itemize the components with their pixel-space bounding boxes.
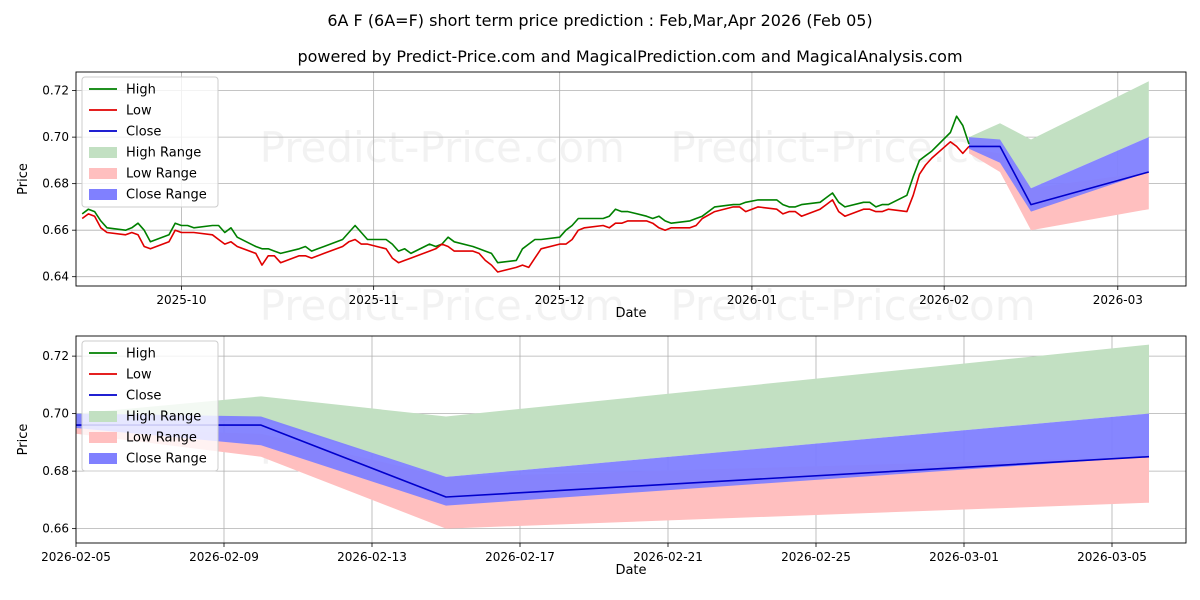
x-tick-label: 2026-03 — [1093, 293, 1143, 307]
close-range-legend-swatch — [89, 189, 117, 200]
watermark-text: Predict-Price.com — [260, 281, 625, 330]
legend-label: Close — [126, 125, 161, 140]
plot-area — [76, 344, 1150, 529]
legend: High Low Close High Range Low Range Close Ran… — [81, 340, 219, 472]
x-tick-label: 2025-12 — [535, 293, 585, 307]
high-range-legend-swatch — [89, 147, 117, 158]
legend-label: High — [126, 347, 156, 362]
axes-frame — [75, 71, 1187, 287]
x-tick-label: 2025-11 — [349, 293, 399, 307]
x-tick-label: 2025-10 — [156, 293, 206, 307]
bottom-chart-panel: Predict-Price.comPredict-Price.com2026-0… — [16, 335, 1187, 578]
watermark-text: Predict-Price.com — [260, 123, 625, 172]
legend: High Low Close High Range Low Range Close Ran… — [81, 76, 219, 208]
y-tick-label: 0.70 — [42, 130, 69, 144]
close-range-legend-swatch — [89, 453, 117, 464]
y-tick-label: 0.68 — [42, 464, 69, 478]
x-tick-label: 2026-01 — [727, 293, 777, 307]
legend-label: Low — [126, 104, 152, 119]
chart-subtitle: powered by Predict-Price.com and Magical… — [297, 47, 962, 66]
x-tick-label: 2026-02-09 — [189, 550, 259, 564]
legend-label: Close — [126, 389, 161, 404]
legend-label: Low Range — [126, 167, 197, 182]
plot-area — [81, 81, 1150, 273]
y-tick-label: 0.68 — [42, 177, 69, 191]
y-axis-label: Price — [16, 424, 31, 456]
y-tick-label: 0.66 — [42, 223, 69, 237]
legend-label: High Range — [126, 146, 201, 161]
x-tick-label: 2026-03-05 — [1077, 550, 1147, 564]
x-tick-label: 2026-02-21 — [633, 550, 703, 564]
close-line — [969, 145, 1150, 206]
x-axis-label: Date — [615, 306, 646, 321]
y-tick-label: 0.72 — [42, 349, 69, 363]
axes-frame — [75, 335, 1187, 544]
x-tick-label: 2026-02-25 — [781, 550, 851, 564]
legend-label: High Range — [126, 410, 201, 425]
y-tick-label: 0.70 — [42, 407, 69, 421]
x-tick-label: 2026-02-17 — [485, 550, 555, 564]
y-tick-label: 0.64 — [42, 270, 69, 284]
y-tick-label: 0.66 — [42, 522, 69, 536]
x-tick-label: 2026-02-13 — [337, 550, 407, 564]
high-line — [81, 115, 970, 264]
x-tick-label: 2026-02-05 — [41, 550, 111, 564]
high-range-legend-swatch — [89, 411, 117, 422]
legend-label: Close Range — [126, 188, 207, 203]
x-tick-label: 2026-03-01 — [929, 550, 999, 564]
low-line — [81, 141, 970, 273]
legend-label: Low — [126, 368, 152, 383]
low-range-legend-swatch — [89, 168, 117, 179]
low-range-legend-swatch — [89, 432, 117, 443]
top-chart-panel: Predict-Price.com Predict-Price.com Predic… — [16, 71, 1187, 330]
x-axis-label: Date — [615, 563, 646, 578]
x-tick-label: 2026-02 — [919, 293, 969, 307]
y-axis-label: Price — [16, 163, 31, 195]
chart-title: 6A F (6A=F) short term price prediction … — [327, 11, 872, 30]
legend-label: High — [126, 83, 156, 98]
y-tick-label: 0.72 — [42, 84, 69, 98]
legend-label: Close Range — [126, 452, 207, 467]
legend-label: Low Range — [126, 431, 197, 446]
watermark-text: Predict-Price.com — [670, 281, 1035, 330]
